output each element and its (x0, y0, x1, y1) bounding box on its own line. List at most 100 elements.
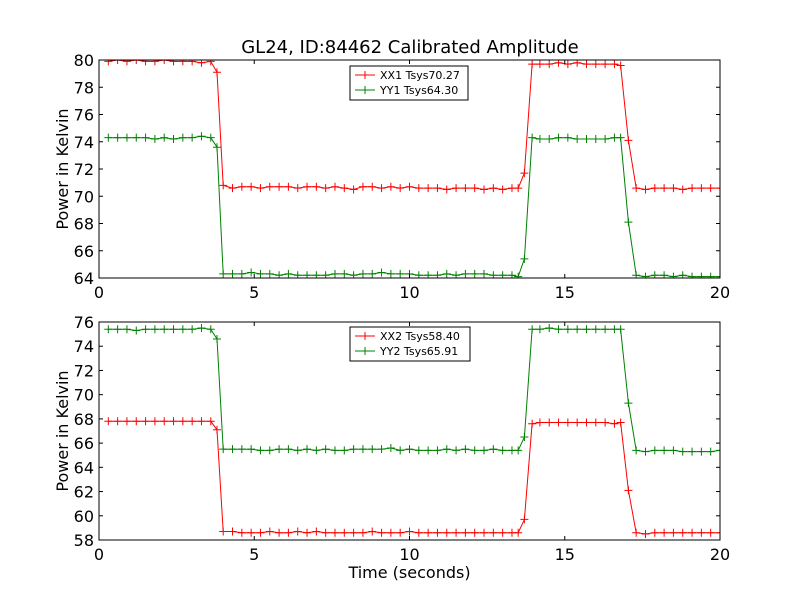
data-point (169, 417, 178, 426)
data-point (442, 185, 451, 194)
data-point (340, 269, 349, 278)
data-point (160, 325, 169, 334)
data-point (442, 445, 451, 454)
data-point (414, 528, 423, 537)
data-point (104, 133, 113, 142)
data-point (377, 528, 386, 537)
data-point (489, 528, 498, 537)
data-point (498, 446, 507, 455)
data-point (197, 324, 206, 333)
y-tick-label: 64 (74, 458, 94, 477)
legend-box (349, 65, 469, 101)
y-tick-label: 74 (74, 133, 94, 152)
data-point (396, 269, 405, 278)
data-point (358, 528, 367, 537)
bottom-subplot: 0 5 10 15 20 58 60 62 64 66 68 70 72 74 76 Power in Kel… (53, 313, 730, 582)
data-point (470, 269, 479, 278)
data-point (433, 446, 442, 455)
x-tick-label: 10 (399, 545, 419, 564)
data-point (535, 325, 544, 334)
data-point (141, 325, 150, 334)
data-point (275, 445, 284, 454)
data-point (237, 445, 246, 454)
data-point (582, 418, 591, 427)
y-tick-label: 60 (74, 507, 94, 526)
data-point (591, 60, 600, 69)
data-point (650, 446, 659, 455)
data-point (340, 184, 349, 193)
data-point (386, 528, 395, 537)
top-subplot: 0 5 10 15 20 64 66 68 70 72 74 76 78 80 Power in Kelvi… (53, 51, 730, 302)
data-point (340, 528, 349, 537)
data-point (169, 60, 178, 66)
data-point (312, 446, 321, 455)
data-point (697, 184, 706, 193)
data-point (660, 184, 669, 193)
data-point (247, 445, 256, 454)
data-point (624, 218, 633, 227)
data-point (601, 325, 610, 334)
data-point (452, 528, 461, 537)
data-point (197, 132, 206, 141)
data-point (688, 447, 697, 456)
data-point (480, 269, 489, 278)
data-point (237, 528, 246, 537)
data-point (358, 182, 367, 191)
data-point (706, 272, 715, 278)
data-point (284, 182, 293, 191)
data-point (169, 325, 178, 334)
data-point (563, 418, 572, 427)
data-point (489, 184, 498, 193)
y-tick-label: 78 (74, 78, 94, 97)
data-point (188, 133, 197, 142)
x-tick-label: 20 (710, 283, 730, 302)
data-point (591, 135, 600, 144)
data-point (368, 527, 377, 536)
data-point (256, 528, 265, 537)
data-point (275, 182, 284, 191)
data-point (212, 143, 221, 152)
data-point (141, 133, 150, 142)
data-point (228, 527, 237, 536)
data-point (265, 527, 274, 536)
data-point (132, 417, 141, 426)
data-point (520, 169, 529, 178)
data-point (275, 528, 284, 537)
data-point (284, 269, 293, 278)
data-point (368, 182, 377, 191)
y-tick-label: 58 (74, 531, 94, 550)
data-point (520, 515, 529, 524)
data-point (528, 133, 537, 142)
data-point (330, 446, 339, 455)
data-point (554, 133, 563, 142)
data-point (573, 135, 582, 144)
y-tick-label: 70 (74, 386, 94, 405)
data-point (113, 60, 122, 64)
data-point (480, 528, 489, 537)
data-point (498, 528, 507, 537)
data-point (256, 446, 265, 455)
data-point (396, 184, 405, 193)
data-point (206, 325, 215, 334)
data-point (219, 527, 228, 536)
data-point (132, 133, 141, 142)
data-point (461, 269, 470, 278)
data-point (312, 182, 321, 191)
data-point (206, 133, 215, 142)
data-point (212, 334, 221, 343)
data-point (610, 60, 619, 69)
data-point (563, 60, 572, 69)
data-point (377, 445, 386, 454)
y-tick-label: 72 (74, 361, 94, 380)
data-point (424, 446, 433, 455)
data-point (480, 446, 489, 455)
y-tick-label: 68 (74, 410, 94, 429)
data-point (386, 269, 395, 278)
data-point (528, 60, 537, 69)
data-point (178, 133, 187, 142)
data-point (377, 184, 386, 193)
data-point (632, 184, 641, 193)
y-tick-label: 66 (74, 242, 94, 261)
data-point (632, 446, 641, 455)
data-point (669, 184, 678, 193)
